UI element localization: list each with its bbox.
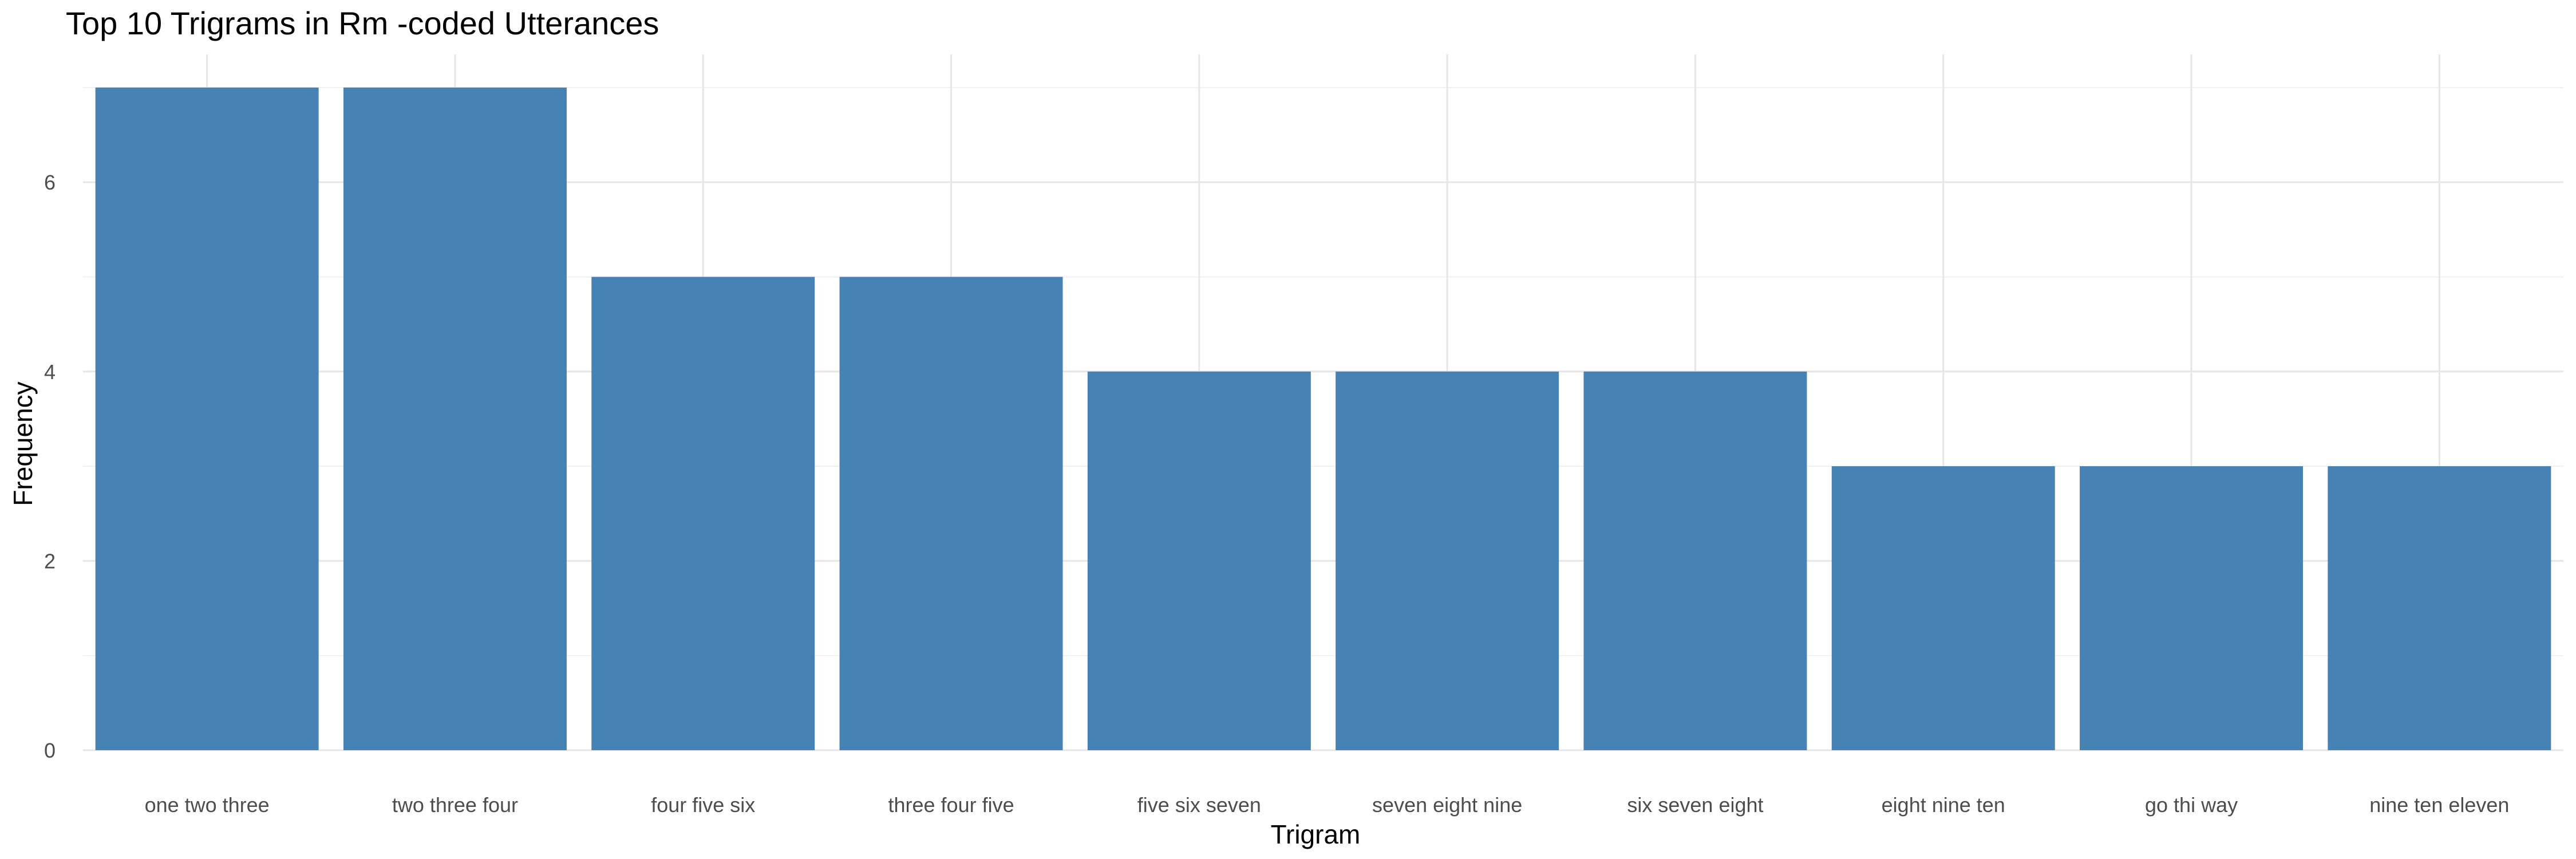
bar <box>343 87 567 750</box>
chart-title: Top 10 Trigrams in Rm -coded Utterances <box>66 5 659 41</box>
y-tick-label: 0 <box>44 739 56 762</box>
x-tick-label: two three four <box>392 793 518 817</box>
x-tick-label: one two three <box>145 793 270 817</box>
x-axis-ticks: one two three two three four four five six… <box>145 793 2510 817</box>
bar <box>1087 371 1311 750</box>
bars <box>95 87 2551 751</box>
bar <box>591 277 815 751</box>
bar <box>1583 371 1807 750</box>
bar <box>2328 466 2551 750</box>
y-axis-label: Frequency <box>8 381 38 506</box>
x-tick-label: nine ten eleven <box>2369 793 2509 817</box>
y-tick-label: 6 <box>44 171 56 194</box>
bar <box>1336 371 1559 750</box>
bar <box>2080 466 2304 750</box>
bar <box>1831 466 2055 750</box>
x-tick-label: five six seven <box>1137 793 1261 817</box>
x-tick-label: four five six <box>651 793 755 817</box>
x-tick-label: seven eight nine <box>1372 793 1522 817</box>
x-tick-label: six seven eight <box>1627 793 1763 817</box>
x-tick-label: go thi way <box>2145 793 2238 817</box>
x-tick-label: three four five <box>888 793 1014 817</box>
y-tick-label: 2 <box>44 549 56 573</box>
x-tick-label: eight nine ten <box>1882 793 2005 817</box>
x-axis-label: Trigram <box>1271 819 1361 849</box>
y-axis-ticks: 0 2 4 6 <box>44 171 56 762</box>
y-tick-label: 4 <box>44 360 56 384</box>
bar <box>95 87 319 750</box>
bar <box>839 277 1063 751</box>
